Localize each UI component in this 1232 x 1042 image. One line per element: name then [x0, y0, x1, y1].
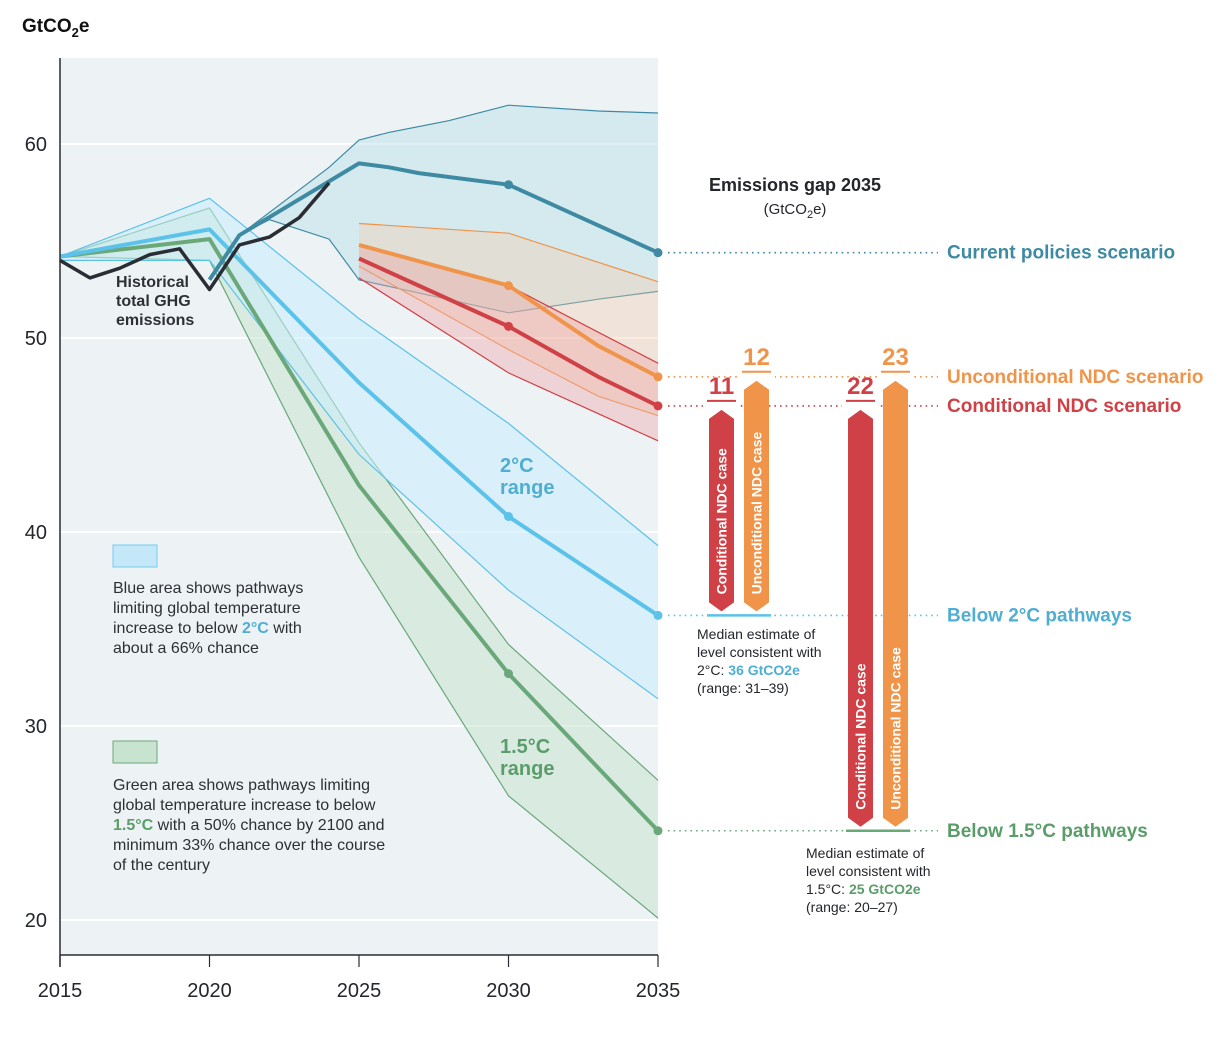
two-c-range-label: 2°C [500, 455, 534, 477]
band-one5_c [60, 208, 658, 919]
gap-value-two_c-conditional: 11 [709, 373, 734, 400]
gap-title: Emissions gap 2035 [709, 175, 881, 195]
historical-label: total GHG [116, 293, 191, 310]
two-c-note: (range: 31–39) [697, 680, 789, 696]
legend-blue-text: about a 66% chance [113, 640, 259, 657]
scenario-label-current: Current policies scenario [947, 243, 1175, 264]
point-two_c-2030 [504, 511, 513, 521]
gap-bar-label: Conditional NDC case [853, 663, 869, 809]
x-tick-label: 2015 [38, 980, 83, 1002]
band-current [239, 105, 658, 313]
one5-c-note: Median estimate of [806, 845, 924, 861]
leader-gap [703, 402, 740, 409]
leader-gap [877, 373, 914, 380]
historical-label: emissions [116, 312, 194, 329]
two-c-note: Median estimate of [697, 626, 815, 642]
legend-blue-text: increase to below 2°C with [113, 620, 302, 637]
y-tick-label: 60 [25, 134, 47, 156]
point-one5_c-2030 [504, 669, 513, 679]
band-upper-unconditional [358, 222, 659, 283]
gap-value-one5_c-conditional: 22 [847, 373, 874, 400]
x-tick-label: 2030 [486, 980, 531, 1002]
gap-bar-label: Unconditional NDC case [749, 432, 765, 595]
two-c-note: level consistent with [697, 644, 822, 660]
point-unconditional-2035 [653, 372, 663, 382]
one5-c-note: level consistent with [806, 863, 931, 879]
scenario-label-unconditional: Unconditional NDC scenario [947, 367, 1204, 388]
band-lower-unconditional [358, 265, 659, 417]
gap-bar-label: Conditional NDC case [714, 448, 730, 594]
one5-c-note: 1.5°C: 25 GtCO2e [806, 881, 921, 897]
point-current-2030 [504, 180, 513, 190]
x-tick-label: 2035 [636, 980, 681, 1002]
gap-bar-one5_c-conditional [848, 409, 873, 827]
legend-green-text: Green area shows pathways limiting [113, 777, 370, 794]
scenario-label-one5_c: Below 1.5°C pathways [947, 821, 1148, 842]
gap-bar-one5_c-unconditional [883, 380, 908, 827]
scenario-label-conditional: Conditional NDC scenario [947, 396, 1181, 417]
band-upper-current [239, 104, 659, 236]
legend-green-text: of the century [113, 857, 210, 874]
point-conditional-2035 [653, 401, 663, 411]
plot-area [59, 58, 663, 967]
point-current-2035 [653, 248, 663, 258]
leader-gap [738, 373, 775, 380]
x-tick-label: 2020 [187, 980, 232, 1002]
median-line-conditional [358, 256, 659, 408]
median-line-one5_c [59, 237, 660, 833]
y-tick-label: 40 [25, 522, 47, 544]
gap-subtitle: (GtCO2e) [764, 201, 827, 221]
point-unconditional-2030 [504, 281, 513, 291]
point-one5_c-2035 [653, 826, 663, 836]
two-c-range-label: range [500, 477, 554, 499]
x-tick-label: 2025 [337, 980, 382, 1002]
annotations: Historical total GHG emissions 2015 2020 2025… [22, 16, 1204, 1002]
legend-blue-text: limiting global temperature [113, 600, 301, 617]
legend-swatch-blue [112, 544, 158, 568]
leader-gap [842, 402, 879, 409]
gap-bar-label: Unconditional NDC case [888, 647, 904, 810]
legend-blue-text: Blue area shows pathways [113, 580, 303, 597]
y-tick-label: 20 [25, 910, 47, 932]
band-two_c [60, 198, 658, 699]
legend-green-text: minimum 33% chance over the course [113, 837, 385, 854]
two-c-note: 2°C: 36 GtCO2e [697, 662, 800, 678]
y-axis-unit: GtCO2e [22, 16, 89, 40]
legend-green-text: 1.5°C with a 50% chance by 2100 and [113, 817, 384, 834]
gap-value-one5_c-unconditional: 23 [882, 344, 909, 371]
one5-c-range-label: 1.5°C [500, 736, 550, 758]
gap-bar-two_c-unconditional [744, 380, 769, 612]
one5-c-range-label: range [500, 758, 554, 780]
median-line-two_c [59, 227, 660, 618]
one5-c-note: (range: 20–27) [806, 899, 898, 915]
y-tick-label: 50 [25, 328, 47, 350]
band-lower-two_c [60, 259, 659, 700]
historical-line [59, 181, 331, 292]
band-lower-current [239, 219, 659, 314]
historical-label: Historical [116, 274, 189, 291]
legend-green-text: global temperature increase to below [113, 797, 376, 814]
band-lower-conditional [358, 277, 659, 442]
gap-value-two_c-unconditional: 12 [743, 344, 770, 371]
legend-swatch-green [112, 740, 158, 764]
point-two_c-2035 [653, 610, 663, 620]
point-conditional-2030 [504, 321, 513, 331]
gap-bar-two_c-conditional [709, 409, 734, 612]
band-upper-two_c [59, 197, 659, 547]
median-line-unconditional [358, 242, 659, 379]
scenario-label-two_c: Below 2°C pathways [947, 605, 1132, 626]
y-tick-label: 30 [25, 716, 47, 738]
